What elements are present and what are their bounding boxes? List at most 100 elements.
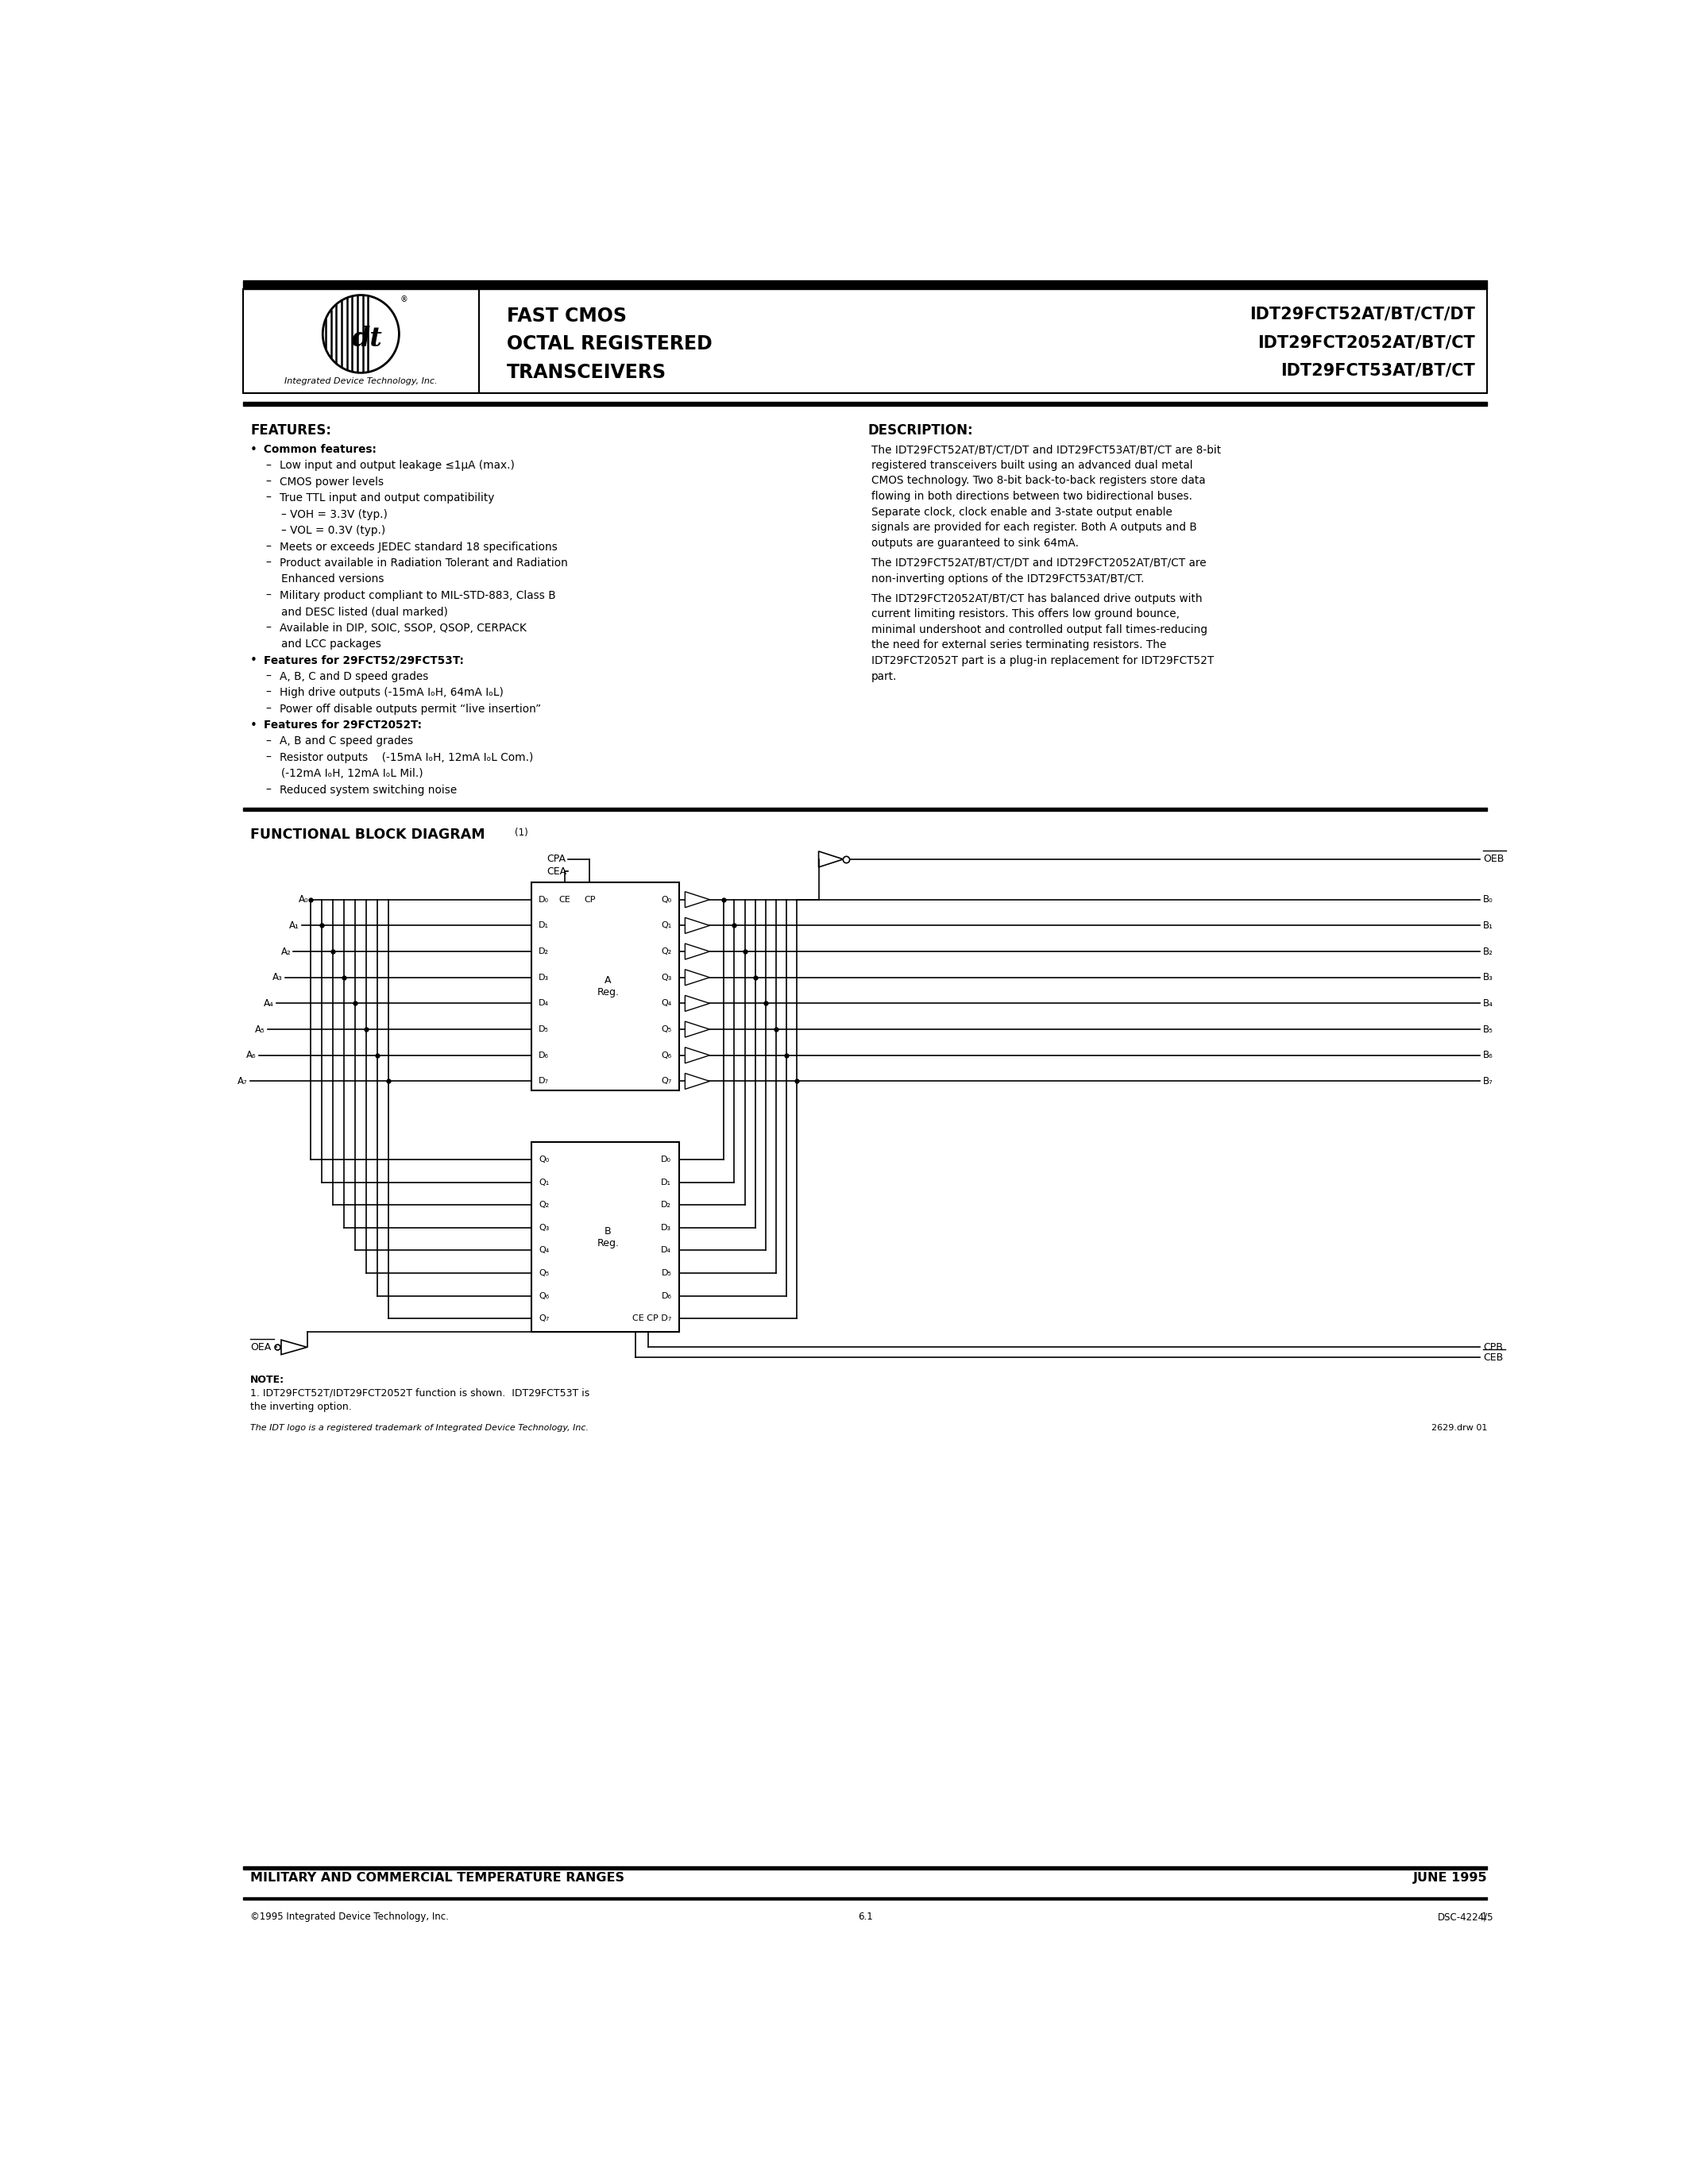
Text: •: • (250, 719, 258, 732)
Text: Q₇: Q₇ (662, 1077, 672, 1085)
Text: Common features:: Common features: (263, 443, 376, 454)
Text: ®: ® (400, 295, 408, 304)
Text: –: – (265, 751, 272, 762)
Text: B₂: B₂ (1482, 946, 1494, 957)
Text: Military product compliant to MIL-STD-883, Class B: Military product compliant to MIL-STD-88… (279, 590, 555, 601)
Text: B₀: B₀ (1482, 895, 1492, 904)
Text: D₂: D₂ (538, 948, 549, 954)
Text: Q₃: Q₃ (662, 974, 672, 981)
Text: Low input and output leakage ≤1μA (max.): Low input and output leakage ≤1μA (max.) (279, 461, 515, 472)
Bar (243, 288, 479, 393)
Text: CEB: CEB (1482, 1352, 1502, 1363)
Text: MILITARY AND COMMERCIAL TEMPERATURE RANGES: MILITARY AND COMMERCIAL TEMPERATURE RANG… (250, 1872, 625, 1883)
Text: and DESC listed (dual marked): and DESC listed (dual marked) (282, 607, 447, 618)
Text: D₆: D₆ (662, 1291, 672, 1299)
Text: 1. IDT29FCT52T/IDT29FCT2052T function is shown.  IDT29FCT53T is: 1. IDT29FCT52T/IDT29FCT2052T function is… (250, 1389, 589, 1398)
Bar (243, 1867, 1487, 1870)
Text: dt: dt (351, 325, 383, 352)
Text: Q₂: Q₂ (662, 948, 672, 954)
Text: A, B and C speed grades: A, B and C speed grades (279, 736, 414, 747)
Text: •: • (250, 443, 258, 456)
Text: Q₇: Q₇ (538, 1315, 549, 1324)
Text: Q₁: Q₁ (662, 922, 672, 930)
Bar (479, 288, 1487, 393)
Text: flowing in both directions between two bidirectional buses.: flowing in both directions between two b… (871, 491, 1192, 502)
Text: –: – (265, 461, 272, 472)
Text: OEA: OEA (250, 1341, 272, 1352)
Text: Q₅: Q₅ (662, 1024, 672, 1033)
Text: D₃: D₃ (538, 974, 549, 981)
Text: IDT29FCT2052AT/BT/CT: IDT29FCT2052AT/BT/CT (1258, 334, 1475, 349)
Text: NOTE:: NOTE: (250, 1374, 285, 1385)
Text: JUNE 1995: JUNE 1995 (1413, 1872, 1487, 1883)
Text: –: – (265, 703, 272, 714)
Text: outputs are guaranteed to sink 64mA.: outputs are guaranteed to sink 64mA. (871, 537, 1079, 548)
Text: registered transceivers built using an advanced dual metal: registered transceivers built using an a… (871, 459, 1193, 472)
Text: Q₀: Q₀ (662, 895, 672, 904)
Text: FUNCTIONAL BLOCK DIAGRAM: FUNCTIONAL BLOCK DIAGRAM (250, 828, 484, 841)
Text: A, B, C and D speed grades: A, B, C and D speed grades (279, 670, 429, 681)
Text: –: – (265, 784, 272, 795)
Text: Available in DIP, SOIC, SSOP, QSOP, CERPACK: Available in DIP, SOIC, SSOP, QSOP, CERP… (279, 622, 527, 633)
Text: Features for 29FCT52/29FCT53T:: Features for 29FCT52/29FCT53T: (263, 655, 464, 666)
Text: CPB: CPB (1482, 1341, 1502, 1352)
Text: –: – (265, 670, 272, 681)
Text: DESCRIPTION:: DESCRIPTION: (868, 424, 974, 437)
Text: CMOS technology. Two 8-bit back-to-back registers store data: CMOS technology. Two 8-bit back-to-back … (871, 476, 1205, 487)
Text: CEA: CEA (547, 867, 567, 876)
Text: Product available in Radiation Tolerant and Radiation: Product available in Radiation Tolerant … (279, 557, 567, 568)
Text: D₆: D₆ (538, 1051, 549, 1059)
Text: (1): (1) (515, 828, 528, 839)
Bar (243, 280, 1487, 288)
Text: OEB: OEB (1482, 854, 1504, 865)
Text: –: – (265, 622, 272, 633)
Text: A₇: A₇ (238, 1077, 248, 1085)
Text: Features for 29FCT2052T:: Features for 29FCT2052T: (263, 719, 422, 732)
Text: ©1995 Integrated Device Technology, Inc.: ©1995 Integrated Device Technology, Inc. (250, 1911, 449, 1922)
Text: Q₄: Q₄ (538, 1247, 549, 1254)
Text: Q₁: Q₁ (538, 1177, 549, 1186)
Text: –: – (265, 494, 272, 505)
Text: non-inverting options of the IDT29FCT53AT/BT/CT.: non-inverting options of the IDT29FCT53A… (871, 572, 1144, 583)
Text: A₁: A₁ (289, 919, 300, 930)
Text: High drive outputs (-15mA IₒH, 64mA IₒL): High drive outputs (-15mA IₒH, 64mA IₒL) (279, 688, 503, 699)
Bar (243, 1898, 1487, 1900)
Text: IDT29FCT52AT/BT/CT/DT: IDT29FCT52AT/BT/CT/DT (1249, 306, 1475, 323)
Text: Enhanced versions: Enhanced versions (282, 574, 385, 585)
Text: B₆: B₆ (1482, 1051, 1492, 1061)
Text: minimal undershoot and controlled output fall times-reducing: minimal undershoot and controlled output… (871, 625, 1207, 636)
Text: •: • (250, 655, 258, 666)
Text: Q₅: Q₅ (538, 1269, 549, 1278)
Text: B₅: B₅ (1482, 1024, 1494, 1035)
Text: TRANSCEIVERS: TRANSCEIVERS (506, 363, 667, 382)
Text: The IDT29FCT2052AT/BT/CT has balanced drive outputs with: The IDT29FCT2052AT/BT/CT has balanced dr… (871, 592, 1202, 605)
Text: D₁: D₁ (662, 1177, 672, 1186)
Text: signals are provided for each register. Both A outputs and B: signals are provided for each register. … (871, 522, 1197, 533)
Text: A₄: A₄ (263, 998, 273, 1009)
Text: CE: CE (559, 895, 571, 904)
Text: D₂: D₂ (662, 1201, 672, 1210)
Text: D₄: D₄ (538, 1000, 549, 1007)
Text: 6.1: 6.1 (858, 1911, 873, 1922)
Text: CE CP D₇: CE CP D₇ (633, 1315, 672, 1324)
Text: B₄: B₄ (1482, 998, 1494, 1009)
Text: D₀: D₀ (538, 895, 549, 904)
Text: B₇: B₇ (1482, 1077, 1494, 1085)
Text: and LCC packages: and LCC packages (282, 638, 381, 649)
Text: 1: 1 (1482, 1911, 1487, 1922)
Text: A₅: A₅ (255, 1024, 265, 1035)
Text: A₀: A₀ (299, 895, 309, 904)
Text: part.: part. (871, 670, 896, 681)
Text: current limiting resistors. This offers low ground bounce,: current limiting resistors. This offers … (871, 609, 1180, 620)
Text: D₇: D₇ (538, 1077, 549, 1085)
Text: –: – (265, 542, 272, 553)
Text: B₃: B₃ (1482, 972, 1494, 983)
Bar (243, 808, 1487, 810)
Text: The IDT logo is a registered trademark of Integrated Device Technology, Inc.: The IDT logo is a registered trademark o… (250, 1424, 589, 1431)
Text: FAST CMOS: FAST CMOS (506, 306, 626, 325)
Text: B
Reg.: B Reg. (598, 1225, 619, 1249)
Text: – VOL = 0.3V (typ.): – VOL = 0.3V (typ.) (282, 524, 385, 535)
Text: CMOS power levels: CMOS power levels (279, 476, 383, 487)
Text: D₅: D₅ (538, 1024, 549, 1033)
Text: –: – (265, 736, 272, 747)
